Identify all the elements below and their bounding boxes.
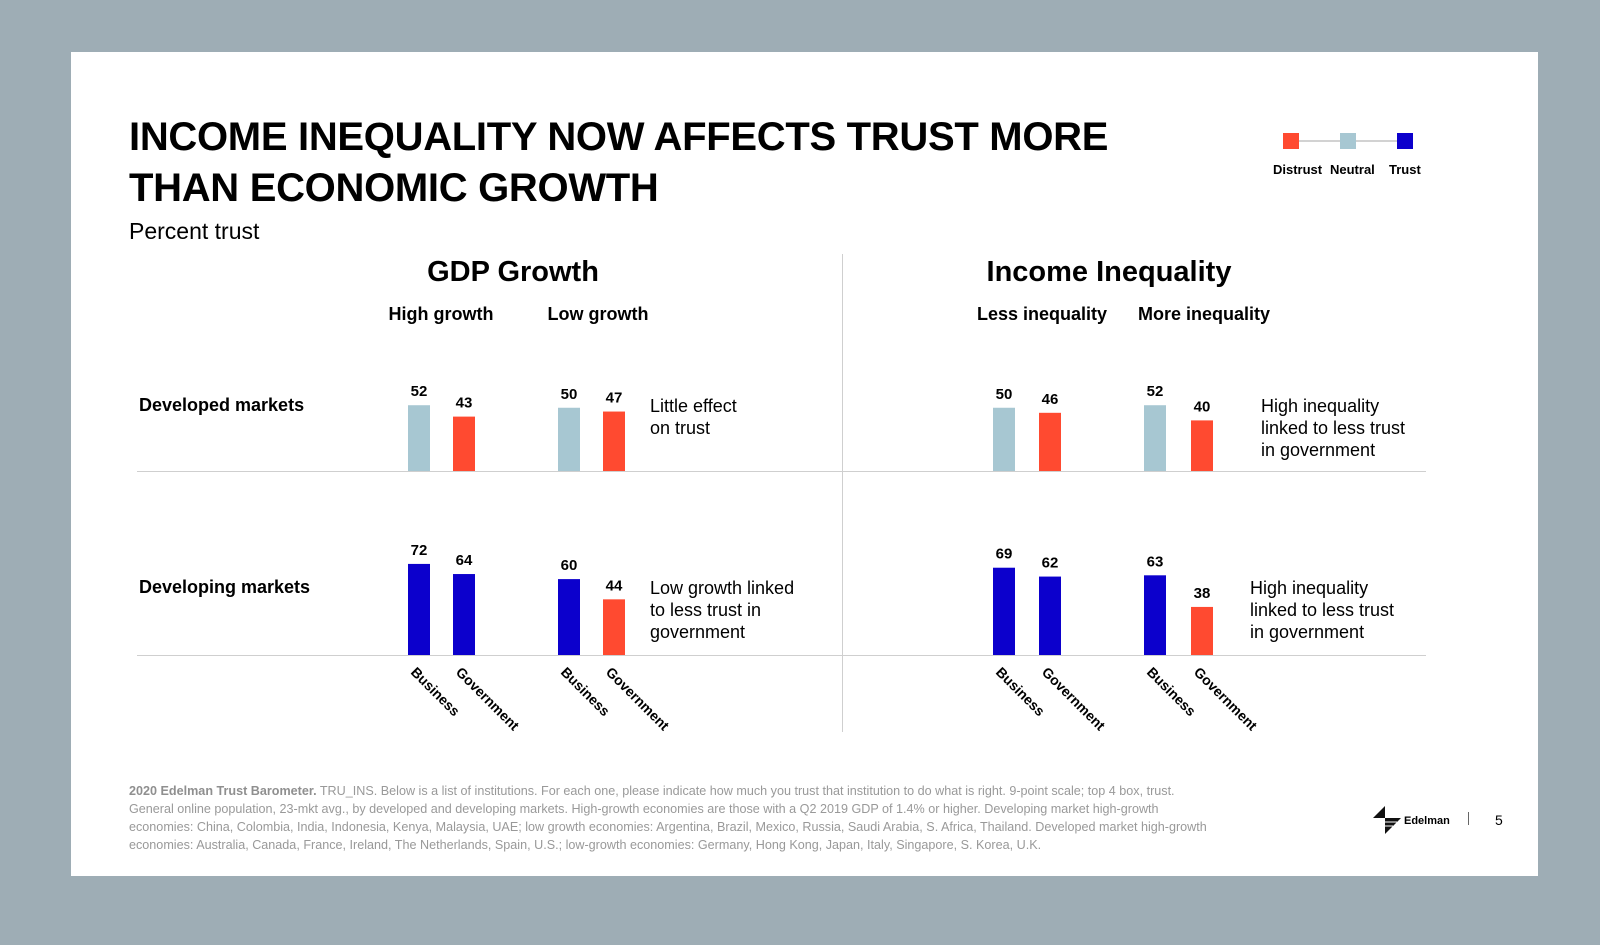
bar-value-label: 64 [456, 552, 473, 569]
footer-separator [1468, 812, 1469, 825]
bar-value-label: 43 [456, 395, 473, 412]
note-line: on trust [650, 418, 711, 438]
bar-business-neutral [1144, 405, 1166, 471]
title-line-2: THAN ECONOMIC GROWTH [129, 166, 659, 210]
footer-line-3: economies: China, Colombia, India, Indon… [129, 820, 1207, 834]
panel-title-gdp: GDP Growth [427, 256, 599, 288]
bar-value-label: 52 [411, 383, 428, 400]
category-tick-label: Government [603, 664, 673, 734]
legend-swatch-distrust [1283, 133, 1299, 149]
legend-label-neutral: Neutral [1330, 162, 1375, 177]
category-tick-label: Government [1191, 664, 1261, 734]
bar-business-neutral [993, 407, 1015, 471]
footer-line-4: economies: Australia, Canada, France, Ir… [129, 838, 1042, 852]
note-line: in government [1261, 440, 1376, 460]
category-tick-label: Government [453, 664, 523, 734]
bar-value-label: 60 [561, 557, 578, 574]
note-line: to less trust in [650, 600, 762, 620]
bar-business-trust [993, 567, 1015, 655]
bar-government-distrust [603, 411, 625, 471]
legend: Distrust Neutral Trust [1273, 132, 1449, 182]
legend-swatch-neutral [1340, 133, 1356, 149]
legend-swatches [1283, 133, 1413, 149]
category-tick-label: Government [1039, 664, 1109, 734]
footer-line-2: General online population, 23-mkt avg., … [129, 802, 1159, 816]
panel-title-inequality: Income Inequality [986, 256, 1232, 288]
bar-business-trust [558, 579, 580, 655]
note-inequality-developing: High inequality linked to less trust in … [1250, 577, 1394, 643]
note-line: linked to less trust [1261, 418, 1406, 438]
bar-value-label: 62 [1042, 555, 1059, 572]
bar-value-label: 47 [606, 390, 623, 407]
footer-source: 2020 Edelman Trust Barometer. TRU_INS. B… [129, 782, 1329, 854]
note-line: High inequality [1250, 578, 1369, 598]
note-line: government [650, 622, 746, 642]
edelman-logo: Edelman [1371, 804, 1461, 834]
note-line: linked to less trust [1250, 600, 1395, 620]
note-line: in government [1250, 622, 1365, 642]
bar-government-trust [453, 574, 475, 655]
note-line: Low growth linked [650, 578, 795, 598]
row-label-developing: Developing markets [139, 577, 311, 597]
slide: INCOME INEQUALITY NOW AFFECTS TRUST MORE… [71, 52, 1538, 876]
bar-business-neutral [408, 405, 430, 471]
bar-value-label: 46 [1042, 391, 1059, 408]
slide-title: INCOME INEQUALITY NOW AFFECTS TRUST MORE… [129, 112, 1259, 214]
bar-value-label: 69 [996, 546, 1013, 563]
category-tick-label: Business [993, 664, 1048, 719]
group-label-less-inequality: Less inequality [976, 304, 1108, 324]
edelman-logo-text: Edelman [1404, 815, 1450, 827]
note-inequality-developed: High inequality linked to less trust in … [1261, 395, 1405, 461]
note-gdp-developing: Low growth linked to less trust in gover… [650, 577, 794, 643]
bar-government-trust [1039, 576, 1061, 655]
category-tick-label: Business [1144, 664, 1199, 719]
bar-value-label: 44 [606, 577, 623, 594]
bar-value-label: 50 [996, 386, 1013, 403]
slide-subtitle: Percent trust [129, 218, 260, 244]
page-number: 5 [1495, 812, 1503, 828]
edelman-logo-icon [1373, 806, 1401, 834]
footer-source-title: 2020 Edelman Trust Barometer. [129, 784, 317, 798]
bar-government-distrust [1191, 420, 1213, 471]
bar-business-trust [408, 563, 430, 655]
legend-label-distrust: Distrust [1273, 162, 1323, 177]
row-label-developed: Developed markets [139, 395, 305, 415]
bar-government-distrust [1191, 606, 1213, 655]
group-label-high-growth: High growth [388, 304, 494, 324]
footer-line-1-text: TRU_INS. Below is a list of institutions… [316, 784, 1175, 798]
bar-value-label: 72 [411, 542, 428, 559]
bar-government-distrust [603, 599, 625, 655]
footer-line-1: 2020 Edelman Trust Barometer. TRU_INS. B… [129, 782, 1329, 800]
bar-business-trust [1144, 575, 1166, 655]
note-line: High inequality [1261, 396, 1380, 416]
note-line: Little effect [650, 396, 737, 416]
group-label-more-inequality: More inequality [1137, 304, 1271, 324]
title-line-1: INCOME INEQUALITY NOW AFFECTS TRUST MORE [129, 115, 1109, 159]
bar-government-distrust [453, 416, 475, 471]
bar-value-label: 63 [1147, 553, 1164, 570]
legend-label-trust: Trust [1389, 162, 1421, 177]
bar-government-distrust [1039, 412, 1061, 471]
bar-value-label: 40 [1194, 398, 1211, 415]
bar-value-label: 50 [561, 386, 578, 403]
bar-value-label: 38 [1194, 585, 1211, 602]
note-gdp-developed: Little effect on trust [650, 395, 737, 439]
bar-business-neutral [558, 407, 580, 471]
bar-value-label: 52 [1147, 383, 1164, 400]
group-label-low-growth: Low growth [547, 304, 649, 324]
legend-swatch-trust [1397, 133, 1413, 149]
